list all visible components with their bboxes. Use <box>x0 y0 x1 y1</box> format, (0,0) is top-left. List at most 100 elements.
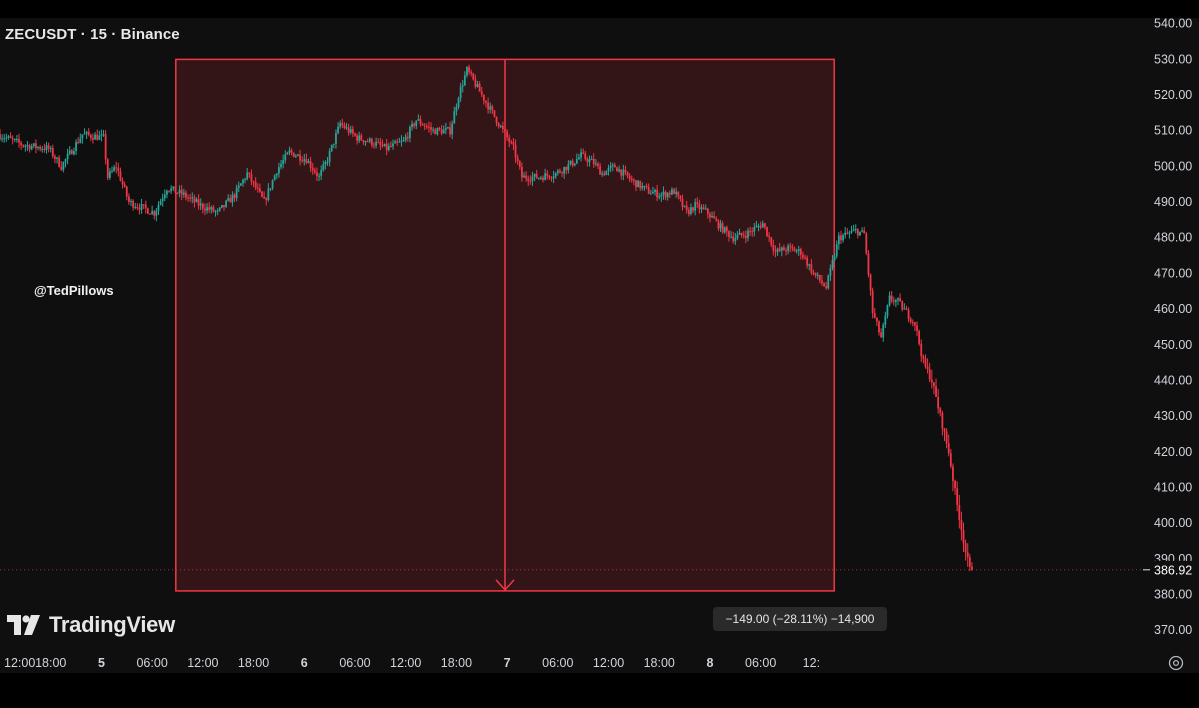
measure-result-label: −149.00 (−28.11%) −14,900 <box>713 607 887 631</box>
candle <box>246 167 249 181</box>
candle <box>125 185 128 201</box>
chart-frame[interactable]: 540.00 530.00 520.00 510.00 500.00 490.00 480.… <box>0 18 1199 673</box>
x-axis-tick-label: 06:00 <box>745 656 776 670</box>
x-axis-tick-label: 06:00 <box>136 656 167 670</box>
candle <box>472 72 475 81</box>
candle <box>326 157 329 166</box>
candle <box>94 131 96 140</box>
candle <box>305 153 308 165</box>
candle <box>309 156 312 173</box>
candle <box>664 190 667 201</box>
candle <box>966 543 969 567</box>
candle <box>772 239 775 256</box>
candle <box>706 207 709 219</box>
candle <box>829 264 832 281</box>
candle <box>330 144 333 153</box>
candle <box>172 186 175 191</box>
candle <box>115 161 118 174</box>
candle <box>717 219 720 232</box>
candle <box>345 122 348 130</box>
candle <box>70 148 73 155</box>
candle <box>613 162 616 168</box>
candle <box>525 171 528 182</box>
candle <box>821 275 823 286</box>
candle <box>271 179 274 191</box>
candle <box>818 274 821 284</box>
candle <box>920 339 923 363</box>
candle <box>470 69 473 77</box>
candle <box>880 328 883 338</box>
candle <box>890 290 893 304</box>
candle <box>231 191 234 207</box>
symbol-title[interactable]: ZECUSDT · 15 · Binance <box>5 26 180 43</box>
candle <box>299 149 301 166</box>
candle <box>66 148 69 165</box>
candle <box>850 225 853 234</box>
candle <box>588 155 591 167</box>
candle <box>58 155 61 168</box>
candle <box>83 128 86 135</box>
candle <box>873 308 876 319</box>
candle <box>233 192 236 202</box>
candle <box>11 135 14 145</box>
candle <box>316 167 318 182</box>
candle <box>939 407 942 417</box>
candle <box>909 316 912 325</box>
candle <box>497 121 500 129</box>
candle <box>550 176 553 182</box>
candle <box>730 231 732 239</box>
candle <box>201 202 204 214</box>
candle <box>759 221 762 230</box>
candle <box>954 479 956 495</box>
candle <box>681 194 684 211</box>
candle <box>755 220 758 228</box>
candle <box>871 287 874 319</box>
candle <box>166 189 168 199</box>
candle <box>142 204 145 210</box>
candle <box>964 539 967 561</box>
candle <box>440 125 443 136</box>
candle <box>854 224 857 234</box>
candle <box>18 133 20 148</box>
candle <box>13 138 16 143</box>
candle <box>73 147 75 156</box>
candle <box>138 203 141 215</box>
candle <box>170 185 173 195</box>
candle <box>20 140 23 150</box>
candle <box>463 71 466 87</box>
y-axis-tick-label: 470.00 <box>1154 266 1192 280</box>
candle <box>301 156 304 163</box>
candle <box>423 123 426 131</box>
candle <box>639 180 642 191</box>
candle <box>960 511 963 541</box>
candle <box>649 189 652 195</box>
candle <box>690 203 692 216</box>
candle <box>930 369 933 389</box>
candle <box>620 169 623 180</box>
candle <box>935 378 937 397</box>
candle <box>269 188 272 192</box>
candle <box>888 291 891 307</box>
candle <box>704 204 707 210</box>
candle <box>554 172 557 179</box>
candle <box>683 205 686 208</box>
candle <box>292 152 295 158</box>
candle <box>761 220 764 228</box>
candle <box>928 362 931 383</box>
candle <box>98 130 101 141</box>
x-axis-tick-label: 06:00 <box>542 656 573 670</box>
candle <box>632 177 635 186</box>
candle <box>457 96 460 110</box>
chart-canvas[interactable]: 540.00 530.00 520.00 510.00 500.00 490.00 480.… <box>0 18 1199 673</box>
candle <box>248 172 251 178</box>
candle <box>244 177 247 184</box>
candle <box>924 354 927 369</box>
candle <box>356 133 358 145</box>
settings-icon[interactable] <box>1167 654 1185 672</box>
candle <box>763 222 766 230</box>
candle <box>504 128 506 134</box>
candle <box>753 222 756 237</box>
candle <box>592 153 595 168</box>
candle <box>518 160 521 170</box>
candle <box>679 195 682 202</box>
